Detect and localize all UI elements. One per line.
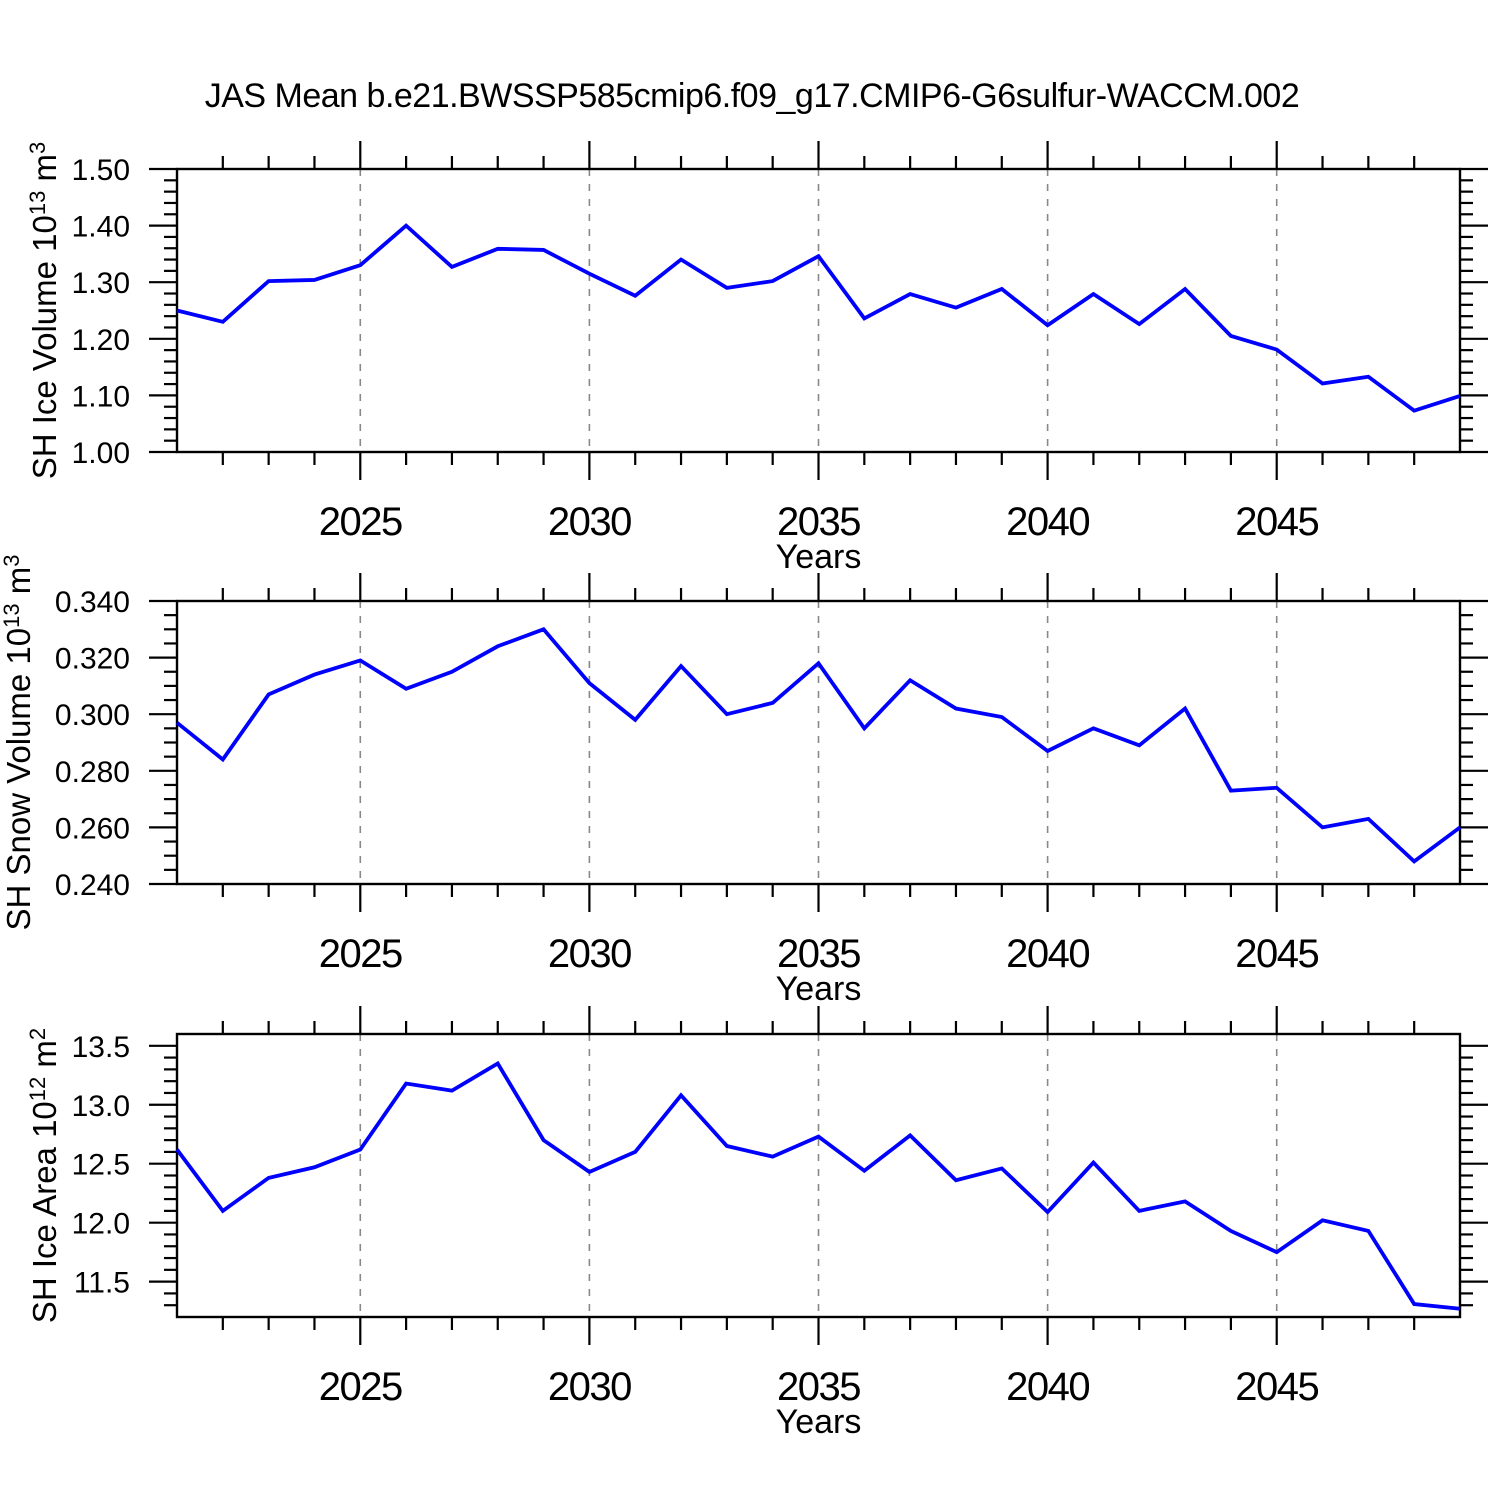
x-tick-label: 2035 [777,500,860,544]
y-axis-title-superscript: 3 [25,142,50,154]
y-axis-title: SH Ice Volume 1013 m3 [25,142,63,480]
x-tick-label: 2045 [1235,1365,1318,1409]
y-tick-label: 1.30 [72,267,130,300]
y-tick-label: 0.320 [55,643,130,676]
x-tick-label: 2040 [1006,932,1089,976]
x-tick-label: 2030 [548,500,631,544]
x-tick-label: 2045 [1235,500,1318,544]
x-tick-label: 2035 [777,932,860,976]
x-tick-label: 2025 [319,1365,402,1409]
y-axis-title-superscript: 2 [25,1028,50,1040]
y-axis-title-text: SH Snow Volume 10 [0,628,37,931]
data-line-sh-snow-volume [175,627,1462,864]
y-tick-label: 1.20 [72,324,130,357]
y-tick-label: 12.0 [72,1208,130,1241]
y-tick-label: 0.300 [55,699,130,732]
x-tick-label: 2030 [548,932,631,976]
y-axis-title-text: SH Ice Area 10 [26,1101,63,1323]
y-tick-label: 1.00 [72,437,130,470]
x-tick-label: 2025 [319,500,402,544]
y-tick-label: 13.5 [72,1031,130,1064]
y-axis-title-text: m [0,567,37,604]
x-axis-title: Years [776,1403,862,1441]
y-tick-label: 1.50 [72,154,130,187]
x-tick-label: 2040 [1006,500,1089,544]
data-line-sh-ice-area [175,1060,1461,1311]
panel-sh-snow-volume: 0.240 0.260 0.280 0.300 0.320 0.340 2025 2030 20… [0,554,1488,1008]
y-tick-label: 1.40 [72,211,130,244]
y-tick-label: 0.340 [55,586,130,619]
y-axis-title-superscript: 3 [0,554,24,566]
y-axis-title: SH Snow Volume 1013 m3 [0,554,37,930]
y-axis-title-superscript: 13 [25,191,50,215]
x-axis-title: Years [776,970,862,1008]
y-tick-label: 12.5 [72,1149,130,1182]
y-axis-title-superscript: 12 [25,1077,50,1101]
y-tick-label: 11.5 [74,1267,130,1300]
y-tick-label: 0.240 [55,869,130,902]
x-tick-label: 2025 [319,932,402,976]
x-tick-label: 2030 [548,1365,631,1409]
y-tick-label: 13.0 [72,1090,130,1123]
y-axis-title: SH Ice Area 1012 m2 [25,1028,63,1323]
y-tick-label: 0.280 [55,756,130,789]
x-tick-label: 2040 [1006,1365,1089,1409]
y-tick-label: 1.10 [72,380,130,413]
y-axis-title-text: SH Ice Volume 10 [26,215,63,479]
x-tick-label: 2035 [777,1365,860,1409]
y-axis-title-superscript: 13 [0,603,24,627]
y-axis-title-text: m [26,1040,63,1077]
data-line-sh-ice-volume [176,223,1461,413]
x-axis-title: Years [776,538,862,576]
x-tick-label: 2045 [1235,932,1318,976]
panel-sh-ice-area: 11.5 12.0 12.5 13.0 13.5 2025 2030 2035 2040 2045… [25,1006,1488,1441]
y-axis-title-text: m [26,154,63,191]
figure-title: JAS Mean b.e21.BWSSP585cmip6.f09_g17.CMI… [205,77,1300,115]
panel-sh-ice-volume: 1.00 1.10 1.20 1.30 1.40 1.50 2025 2030 2035 2040… [25,141,1488,576]
y-tick-label: 0.260 [55,812,130,845]
